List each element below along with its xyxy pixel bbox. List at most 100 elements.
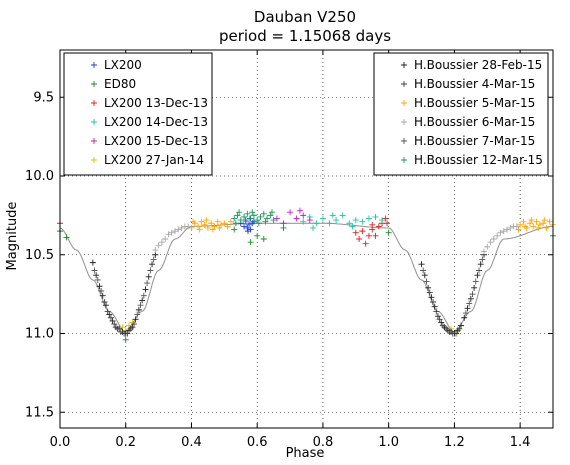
data-point xyxy=(349,223,356,230)
data-point xyxy=(462,310,469,317)
legend-marker xyxy=(91,119,97,125)
data-point xyxy=(63,234,70,241)
data-point xyxy=(513,223,520,230)
data-point xyxy=(147,267,154,274)
data-point xyxy=(356,236,363,242)
x-tick-label: 0.8 xyxy=(313,435,334,450)
series-h-boussier-4-mar-15 xyxy=(98,287,463,337)
data-point xyxy=(250,218,257,225)
data-point xyxy=(139,297,146,304)
series-lx200-14-dec-13 xyxy=(300,212,386,231)
legend-box xyxy=(63,52,213,176)
legend-marker xyxy=(91,81,97,87)
data-point xyxy=(484,243,491,250)
data-point xyxy=(93,272,100,279)
data-point xyxy=(436,316,443,323)
data-point xyxy=(280,220,287,227)
data-point xyxy=(198,218,205,225)
legend-label: LX200 13-Dec-13 xyxy=(104,96,208,110)
data-point xyxy=(520,218,527,225)
legend-box xyxy=(373,52,549,176)
data-point xyxy=(382,215,389,222)
data-point xyxy=(300,212,307,219)
data-point xyxy=(471,284,478,291)
data-point xyxy=(227,218,234,225)
data-point xyxy=(479,256,486,263)
data-point xyxy=(231,226,238,233)
data-point xyxy=(372,232,379,239)
data-point xyxy=(135,306,142,313)
data-point xyxy=(352,217,359,224)
data-point xyxy=(270,217,277,224)
data-point xyxy=(418,261,425,268)
data-point xyxy=(254,217,261,224)
x-tick-label: 1.2 xyxy=(444,435,465,450)
data-point xyxy=(204,224,211,231)
data-point xyxy=(517,221,524,228)
data-point xyxy=(540,220,547,227)
data-point xyxy=(456,325,463,332)
data-point xyxy=(385,229,392,236)
data-point xyxy=(500,228,507,235)
data-point xyxy=(247,215,254,222)
x-tick-label: 0.4 xyxy=(181,435,202,450)
data-point xyxy=(487,239,494,246)
data-point xyxy=(145,273,152,280)
data-point xyxy=(480,248,487,255)
data-point xyxy=(423,278,430,285)
data-point xyxy=(293,215,300,222)
data-point xyxy=(257,213,264,220)
data-point xyxy=(497,229,504,236)
data-point xyxy=(420,267,427,274)
data-point xyxy=(379,217,386,224)
data-point xyxy=(241,213,248,220)
data-point xyxy=(507,224,514,231)
legend-label: H.Boussier 7-Mar-15 xyxy=(414,134,535,148)
data-point xyxy=(201,221,208,228)
data-point xyxy=(242,218,249,225)
data-point xyxy=(467,295,474,302)
data-point xyxy=(190,218,197,225)
series-h-boussier-28-feb-15 xyxy=(89,251,487,337)
data-point xyxy=(339,212,346,219)
data-point xyxy=(464,305,471,312)
data-point xyxy=(244,224,251,231)
data-point xyxy=(245,221,252,228)
data-point xyxy=(273,215,280,222)
series-h-boussier-7-mar-15 xyxy=(91,256,486,318)
data-point xyxy=(365,232,372,239)
data-point xyxy=(216,224,223,231)
legend-label: H.Boussier 12-Mar-15 xyxy=(414,153,543,167)
legend-marker xyxy=(401,157,407,163)
legend-label: H.Boussier 28-Feb-15 xyxy=(414,58,542,72)
legend-marker xyxy=(401,119,407,125)
legend-marker xyxy=(401,100,407,106)
data-point xyxy=(89,259,96,266)
chart-title: Dauban V250 xyxy=(254,8,356,26)
data-point xyxy=(426,289,433,296)
data-point xyxy=(438,319,445,326)
data-point xyxy=(232,220,239,227)
legend-marker xyxy=(401,138,407,144)
data-point xyxy=(430,299,437,305)
data-point xyxy=(96,283,103,290)
data-point xyxy=(472,278,479,285)
data-point xyxy=(218,221,225,228)
data-point xyxy=(224,223,231,230)
data-point xyxy=(209,226,216,233)
data-point xyxy=(535,224,542,231)
model-curve-line xyxy=(59,222,553,333)
data-point xyxy=(231,215,238,222)
x-tick-label: 0.0 xyxy=(50,435,71,450)
data-point xyxy=(362,240,369,247)
data-point xyxy=(446,328,453,335)
y-tick-label: 10.0 xyxy=(25,169,54,184)
series-h-boussier-5-mar-15 xyxy=(188,217,556,233)
data-point xyxy=(421,272,428,279)
data-point xyxy=(530,223,537,230)
data-point xyxy=(466,300,473,307)
legend-marker xyxy=(401,81,407,87)
data-point xyxy=(221,220,228,227)
data-point xyxy=(142,286,149,293)
data-point xyxy=(244,228,251,235)
